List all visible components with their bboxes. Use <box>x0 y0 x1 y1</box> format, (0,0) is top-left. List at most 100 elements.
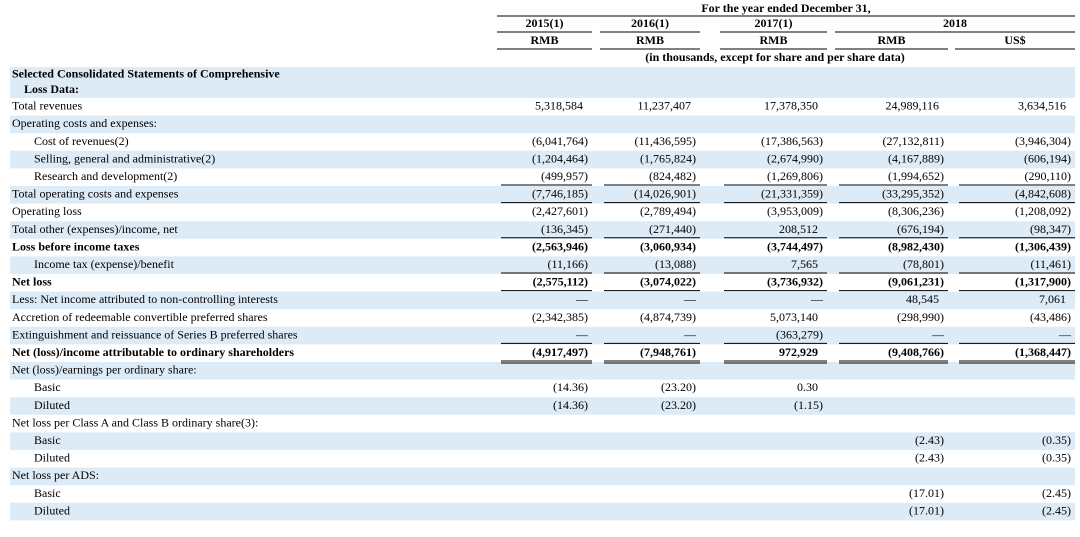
row-label: Diluted <box>34 451 70 465</box>
row-shade <box>10 115 1075 134</box>
cell-value: (11,461) <box>1030 257 1071 271</box>
cell-value: (9,408,766) <box>888 345 944 359</box>
row-shade <box>10 467 1075 486</box>
row-label: Accretion of redeemable convertible pref… <box>12 310 268 324</box>
row-shading <box>10 67 1075 521</box>
cell-value: (2,674,990) <box>767 151 823 165</box>
cell-value: (7,948,761) <box>640 345 696 359</box>
cell-value: — <box>575 327 589 341</box>
currency-header: RMB <box>760 33 788 47</box>
cell-value: (0.35) <box>1042 451 1071 465</box>
cell-value: — <box>810 292 824 306</box>
row-shade <box>10 67 1075 98</box>
row-shade <box>10 186 1075 204</box>
cell-value: (3,074,022) <box>640 275 696 289</box>
cell-value: 17,378,350 <box>764 99 818 113</box>
units-note: (in thousands, except for share and per … <box>645 50 904 64</box>
cell-value: 7,565 <box>791 257 818 271</box>
cell-value: (2.45) <box>1042 486 1071 500</box>
row-shade <box>10 362 1075 380</box>
cell-value: (6,041,764) <box>532 134 588 148</box>
cell-value: (78,801) <box>903 257 944 271</box>
cell-value: (3,736,932) <box>767 275 823 289</box>
currency-header: RMB <box>636 33 664 47</box>
cell-value: (1,208,092) <box>1015 204 1071 218</box>
period-caption: For the year ended December 31, <box>701 1 870 15</box>
cell-value: — <box>1058 327 1072 341</box>
cell-value: 5,073,140 <box>770 310 818 324</box>
row-label: Basic <box>34 433 61 447</box>
cell-value: (21,331,359) <box>761 187 823 201</box>
row-label: Extinguishment and reissuance of Series … <box>12 327 298 341</box>
cell-value: (824,482) <box>649 169 696 183</box>
cell-value: (1,306,439) <box>1015 239 1071 253</box>
cell-value: (3,060,934) <box>640 239 696 253</box>
row-label: Operating loss <box>12 204 82 218</box>
cell-value: (271,440) <box>649 222 696 236</box>
cell-value: (0.35) <box>1042 433 1071 447</box>
row-shade <box>10 256 1075 274</box>
row-label: Total revenues <box>12 99 82 113</box>
cell-value: (1,765,824) <box>640 151 696 165</box>
year-header: 2017(1) <box>755 16 793 30</box>
row-shade <box>10 291 1075 310</box>
year-header: 2018 <box>943 16 967 30</box>
cell-value: 24,989,116 <box>885 99 939 113</box>
cell-value: (27,132,811) <box>882 134 944 148</box>
currency-header: RMB <box>531 33 559 47</box>
row-label: Net loss per ADS: <box>12 468 99 482</box>
row-label: Research and development(2) <box>34 169 177 183</box>
cell-value: (4,167,889) <box>888 151 944 165</box>
section-title: Loss Data: <box>24 82 79 96</box>
cell-value: (17,386,563) <box>761 134 823 148</box>
row-shade <box>10 150 1075 169</box>
row-shade <box>10 502 1075 521</box>
cell-value: (33,295,352) <box>882 187 944 201</box>
cell-value: (1,204,464) <box>532 151 588 165</box>
cell-value: (14.36) <box>553 380 588 394</box>
cell-value: (13,088) <box>655 257 696 271</box>
cell-value: (11,166) <box>547 257 588 271</box>
cell-value: 11,237,407 <box>637 99 691 113</box>
cell-value: (11,436,595) <box>634 134 696 148</box>
cell-value: (3,953,009) <box>767 204 823 218</box>
cell-value: (2,342,385) <box>532 310 588 324</box>
row-label: Total other (expenses)/income, net <box>12 222 178 236</box>
cell-value: (17.01) <box>909 486 944 500</box>
cell-value: (1,368,447) <box>1015 345 1071 359</box>
cell-value: (3,744,497) <box>767 239 823 253</box>
cell-value: (8,982,430) <box>888 239 944 253</box>
row-label: Loss before income taxes <box>12 239 140 253</box>
row-label: Operating costs and expenses: <box>12 116 157 130</box>
row-label: Cost of revenues(2) <box>34 134 129 148</box>
cell-value: (98,347) <box>1030 222 1071 236</box>
cell-value: (2.43) <box>915 451 944 465</box>
row-shade <box>10 397 1075 415</box>
row-label: Basic <box>34 486 61 500</box>
cell-value: (2,789,494) <box>640 204 696 218</box>
cell-value: (2,427,601) <box>532 204 588 218</box>
cell-value: (9,061,231) <box>888 275 944 289</box>
cell-value: (1,994,652) <box>888 169 944 183</box>
cell-value: — <box>683 327 697 341</box>
row-label: Net (loss)/income attributable to ordina… <box>12 345 294 359</box>
currency-header: US$ <box>1004 33 1025 47</box>
currency-header: RMB <box>878 33 906 47</box>
cell-value: 208,512 <box>779 222 818 236</box>
cell-value: (298,990) <box>897 310 944 324</box>
cell-value: (136,345) <box>541 222 588 236</box>
cell-value: (43,486) <box>1030 310 1071 324</box>
cell-value: (3,946,304) <box>1015 134 1071 148</box>
cell-value: (14,026,901) <box>634 187 696 201</box>
row-label: Net (loss)/earnings per ordinary share: <box>12 363 197 377</box>
cell-value: 5,318,584 <box>535 99 583 113</box>
cell-value: (2,575,112) <box>533 275 588 289</box>
row-label: Diluted <box>34 398 70 412</box>
cell-value: (8,306,236) <box>888 204 944 218</box>
cell-value: 972,929 <box>779 345 818 359</box>
row-label: Less: Net income attributed to non-contr… <box>12 292 278 306</box>
cell-value: (2,563,946) <box>532 239 588 253</box>
row-shade <box>10 432 1075 450</box>
row-label: Diluted <box>34 503 70 517</box>
